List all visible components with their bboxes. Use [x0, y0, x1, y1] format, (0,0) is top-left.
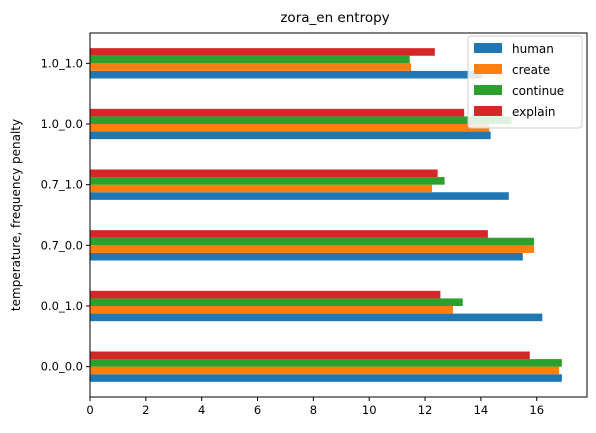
bar-human-0.7_1.0: [90, 192, 509, 200]
x-tick-label: 14: [474, 403, 489, 417]
bar-explain-0.7_1.0: [90, 169, 438, 178]
x-tick-label: 8: [310, 403, 317, 417]
chart-title: zora_en entropy: [280, 10, 389, 26]
x-tick-label: 12: [418, 403, 433, 417]
bar-create-0.0_0.0: [90, 366, 560, 375]
legend-box: [467, 35, 583, 129]
bar-continue-1.0_0.0: [90, 116, 512, 124]
ticks-group: 0 2 4 6 8 10 12 14 16 0.0_0.0 0.0_1.0 0.7_0.0 0.7_1.…: [41, 56, 544, 417]
legend-label-explain: explain: [512, 105, 556, 119]
plot-frame: [89, 32, 588, 398]
bar-human-1.0_1.0: [90, 70, 483, 79]
bar-create-0.7_0.0: [90, 245, 534, 253]
bar-continue-0.0_0.0: [90, 359, 562, 367]
y-tick-label: 0.7_1.0: [41, 178, 83, 192]
legend-swatch-human: [474, 43, 502, 53]
bar-human-0.0_1.0: [90, 313, 543, 322]
bar-explain-0.0_0.0: [90, 351, 530, 360]
bar-continue-0.0_1.0: [90, 298, 463, 306]
bar-explain-1.0_1.0: [90, 48, 435, 56]
x-tick-label: 2: [142, 403, 149, 417]
legend-swatch-continue: [474, 85, 502, 95]
x-tick-label: 0: [86, 403, 93, 417]
bar-create-0.0_1.0: [90, 306, 453, 314]
x-tick-label: 6: [254, 403, 261, 417]
x-tick-label: 16: [529, 403, 544, 417]
bars-group: [90, 48, 562, 382]
bar-continue-0.7_1.0: [90, 177, 445, 185]
y-tick-label: 0.0_1.0: [41, 299, 83, 313]
bar-create-1.0_0.0: [90, 124, 490, 132]
legend-swatch-explain: [474, 106, 502, 116]
y-tick-label: 1.0_1.0: [41, 56, 83, 70]
bar-explain-1.0_0.0: [90, 108, 465, 117]
legend-label-create: create: [512, 63, 550, 77]
bar-human-0.0_0.0: [90, 374, 562, 382]
legend-swatch-create: [474, 64, 502, 74]
bar-create-0.7_1.0: [90, 184, 433, 193]
x-tick-label: 4: [198, 403, 205, 417]
bar-human-0.7_0.0: [90, 252, 523, 261]
bar-continue-1.0_1.0: [90, 55, 410, 64]
x-tick-label: 10: [362, 403, 377, 417]
bar-create-1.0_1.0: [90, 63, 412, 71]
y-axis-label: temperature, frequency penalty: [9, 119, 23, 311]
y-tick-label: 0.0_0.0: [41, 360, 83, 374]
y-tick-label: 1.0_0.0: [41, 117, 83, 131]
legend: human create continue explain: [467, 35, 583, 129]
bar-explain-0.7_0.0: [90, 230, 488, 238]
bar-human-1.0_0.0: [90, 131, 491, 140]
bar-explain-0.0_1.0: [90, 290, 441, 299]
y-tick-label: 0.7_0.0: [41, 238, 83, 252]
legend-label-human: human: [512, 42, 554, 56]
legend-label-continue: continue: [512, 84, 564, 98]
bar-continue-0.7_0.0: [90, 237, 534, 246]
